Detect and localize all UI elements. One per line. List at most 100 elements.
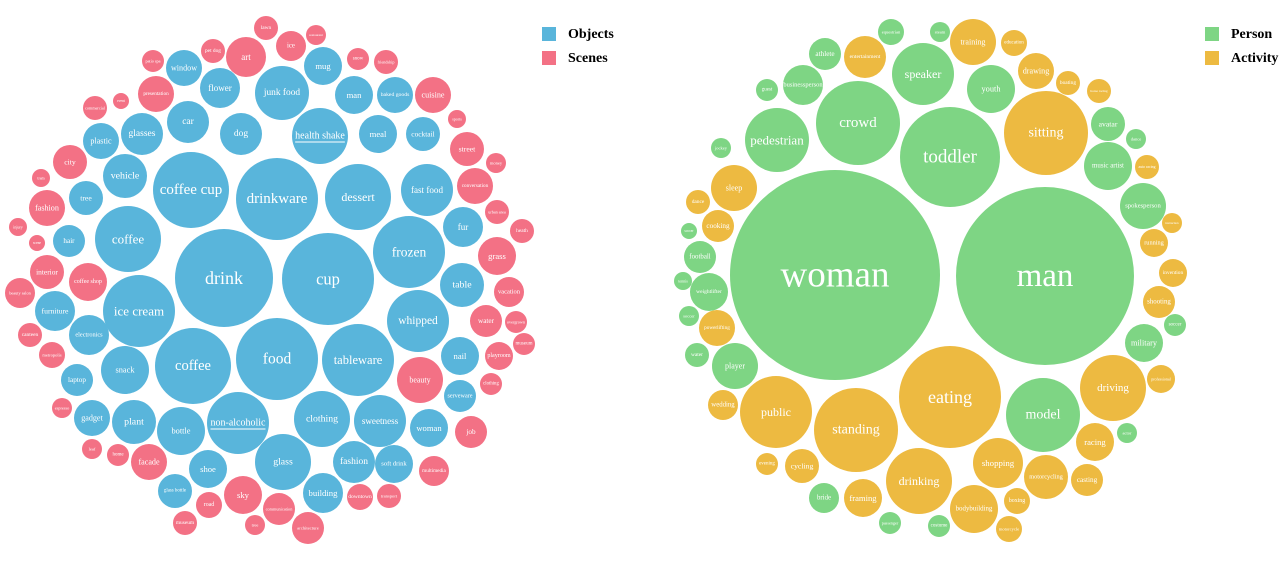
svg-text:hair: hair: [63, 237, 75, 245]
svg-text:actor: actor: [1123, 431, 1132, 436]
svg-text:costume: costume: [931, 524, 948, 529]
svg-text:pet dog: pet dog: [205, 48, 221, 54]
svg-text:tree: tree: [252, 523, 259, 528]
svg-text:vehicle: vehicle: [111, 171, 140, 182]
svg-text:water: water: [691, 352, 703, 358]
svg-text:cycling: cycling: [791, 462, 814, 471]
svg-text:conversation: conversation: [462, 183, 489, 189]
svg-text:Activity: Activity: [1231, 51, 1278, 66]
svg-text:building: building: [309, 488, 339, 498]
svg-text:mug: mug: [315, 61, 331, 71]
svg-text:shooting: shooting: [1147, 299, 1171, 306]
svg-text:plant: plant: [124, 417, 144, 428]
svg-text:bodybuilding: bodybuilding: [956, 506, 993, 513]
svg-text:athlete: athlete: [815, 50, 834, 58]
svg-text:coffee: coffee: [112, 232, 144, 247]
svg-text:powerlifting: powerlifting: [704, 324, 730, 331]
svg-text:spokesperson: spokesperson: [1125, 203, 1161, 210]
svg-text:football: football: [689, 254, 711, 261]
svg-text:transport: transport: [381, 494, 398, 499]
svg-text:motorcycle: motorcycle: [999, 527, 1019, 532]
svg-text:glasses: glasses: [129, 129, 156, 139]
svg-text:fast food: fast food: [411, 185, 444, 195]
svg-text:snow: snow: [353, 57, 364, 62]
svg-text:coffee cup: coffee cup: [160, 182, 223, 198]
svg-text:frozen: frozen: [392, 245, 427, 260]
svg-text:fashion: fashion: [35, 204, 59, 213]
svg-text:sky: sky: [237, 490, 250, 500]
svg-text:food: food: [263, 351, 292, 368]
svg-text:table: table: [452, 280, 472, 291]
svg-text:overgrown: overgrown: [507, 320, 526, 325]
svg-text:ice cream: ice cream: [114, 304, 164, 319]
svg-text:passenger: passenger: [882, 521, 899, 526]
svg-text:auto racing: auto racing: [1139, 165, 1156, 169]
svg-text:ice: ice: [287, 43, 295, 50]
svg-text:meal: meal: [370, 129, 387, 139]
svg-text:model: model: [1026, 408, 1061, 423]
svg-text:military: military: [1131, 339, 1158, 348]
svg-text:youth: youth: [981, 85, 1001, 94]
svg-text:equestrian: equestrian: [882, 30, 901, 35]
svg-text:road: road: [204, 502, 215, 508]
svg-text:framing: framing: [849, 493, 877, 503]
svg-text:bottle: bottle: [171, 427, 190, 436]
svg-text:instruction: instruction: [1165, 221, 1179, 225]
svg-text:drawing: drawing: [1023, 67, 1050, 76]
svg-text:urban area: urban area: [488, 210, 506, 215]
svg-text:tennis: tennis: [678, 279, 688, 284]
svg-text:tableware: tableware: [334, 353, 383, 367]
svg-text:education: education: [1004, 41, 1024, 46]
svg-text:water: water: [478, 317, 495, 325]
svg-text:public: public: [761, 405, 791, 419]
svg-text:coffee: coffee: [175, 358, 211, 374]
svg-text:city: city: [64, 158, 76, 167]
svg-text:health shake: health shake: [295, 131, 345, 142]
svg-text:museum: museum: [176, 520, 195, 526]
svg-text:training: training: [961, 38, 986, 47]
svg-text:restaurant: restaurant: [309, 33, 323, 37]
svg-text:nail: nail: [454, 351, 467, 361]
svg-text:junk food: junk food: [263, 87, 301, 98]
svg-text:facade: facade: [138, 458, 160, 467]
svg-text:car: car: [182, 117, 194, 127]
svg-text:scene: scene: [33, 241, 41, 245]
svg-text:playroom: playroom: [487, 353, 511, 359]
svg-text:leaf: leaf: [89, 447, 96, 452]
svg-text:sports: sports: [452, 117, 462, 122]
svg-text:fur: fur: [458, 222, 469, 232]
svg-text:canteen: canteen: [22, 332, 39, 338]
svg-text:soccer: soccer: [684, 229, 694, 233]
svg-text:snack: snack: [115, 366, 135, 375]
svg-text:tram: tram: [37, 176, 45, 181]
svg-text:beauty: beauty: [409, 376, 430, 385]
svg-text:whipped: whipped: [398, 315, 438, 327]
svg-text:architecture: architecture: [297, 526, 319, 531]
svg-text:clothing: clothing: [306, 414, 338, 425]
svg-text:grass: grass: [488, 251, 506, 261]
svg-text:job: job: [465, 428, 476, 436]
svg-text:boxing: boxing: [1009, 498, 1025, 504]
svg-text:Scenes: Scenes: [568, 51, 608, 66]
svg-text:dessert: dessert: [341, 190, 375, 204]
svg-text:money: money: [490, 161, 503, 166]
svg-text:metropolis: metropolis: [42, 353, 61, 358]
svg-text:woman: woman: [416, 423, 442, 433]
svg-text:glass bottle: glass bottle: [164, 489, 186, 494]
svg-text:steam: steam: [935, 30, 946, 35]
svg-text:dance: dance: [692, 199, 705, 205]
svg-text:cooking: cooking: [706, 222, 730, 230]
svg-text:soft drink: soft drink: [381, 461, 407, 468]
svg-text:speaker: speaker: [905, 67, 942, 81]
svg-text:racing: racing: [1084, 437, 1106, 447]
svg-text:sitting: sitting: [1028, 126, 1063, 141]
svg-text:furniture: furniture: [42, 307, 69, 316]
svg-text:Person: Person: [1231, 27, 1272, 42]
svg-text:non-alcoholic: non-alcoholic: [211, 418, 267, 429]
svg-text:patio spa: patio spa: [145, 59, 160, 64]
svg-text:serveware: serveware: [447, 393, 472, 400]
svg-text:cocktail: cocktail: [411, 130, 434, 139]
svg-text:eating: eating: [928, 387, 972, 407]
svg-text:plastic: plastic: [90, 137, 112, 146]
svg-text:shopping: shopping: [982, 458, 1015, 468]
